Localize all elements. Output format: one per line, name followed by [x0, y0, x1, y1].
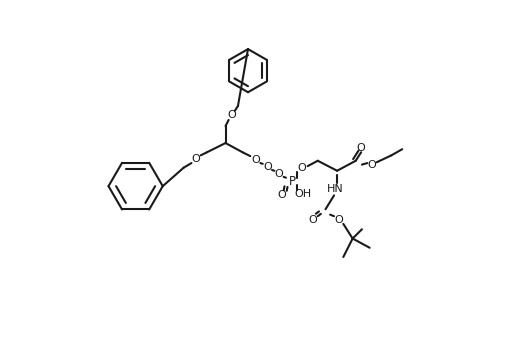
Text: P: P	[289, 175, 296, 188]
Text: O: O	[368, 160, 376, 170]
Text: O: O	[334, 215, 343, 225]
Text: O: O	[298, 164, 307, 174]
Text: O: O	[227, 110, 236, 120]
Text: O: O	[277, 190, 286, 200]
Text: OH: OH	[295, 189, 311, 199]
Text: O: O	[192, 154, 200, 164]
Text: O: O	[263, 162, 272, 172]
Text: O: O	[308, 215, 317, 225]
Text: O: O	[251, 155, 260, 165]
Text: O: O	[275, 169, 284, 179]
Text: HN: HN	[327, 184, 344, 194]
Text: O: O	[357, 143, 366, 152]
